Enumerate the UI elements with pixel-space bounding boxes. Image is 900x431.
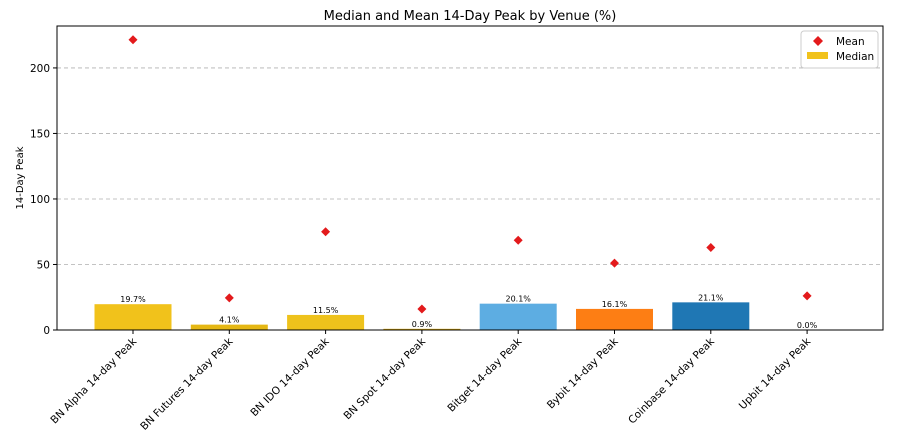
x-tick-label: Coinbase 14-day Peak	[626, 335, 717, 426]
y-tick-label: 150	[30, 128, 50, 140]
x-tick-label: Upbit 14-day Peak	[737, 335, 814, 412]
y-tick-label: 200	[30, 63, 50, 75]
median-bar	[576, 308, 653, 330]
bar-labels: 19.7% 4.1% 11.5% 0.9% 20.1% 16.1% 21.1% 0.0%	[120, 293, 817, 330]
mean-markers	[128, 35, 812, 314]
median-bar	[287, 314, 365, 330]
plot-frame	[56, 25, 884, 331]
x-tick-label: BN Spot 14-day Peak	[342, 335, 429, 422]
x-tick-label: BN IDO 14-day Peak	[248, 335, 332, 419]
mean-marker	[802, 291, 812, 301]
median-bar-label: 21.1%	[698, 293, 724, 302]
median-bar	[383, 328, 461, 330]
x-tick-label: Bitget 14-day Peak	[445, 335, 525, 415]
median-bar	[479, 303, 557, 330]
x-tick-label: BN Futures 14-day Peak	[138, 335, 236, 431]
mean-marker	[128, 35, 138, 45]
median-bar	[672, 302, 750, 330]
legend-mean-marker-icon	[813, 36, 823, 46]
mean-marker	[417, 304, 427, 314]
y-axis-label: 14-Day Peak	[15, 146, 26, 209]
y-tick-label: 50	[37, 259, 50, 271]
legend: Mean Median	[800, 30, 879, 69]
legend-mean-label: Mean	[836, 36, 865, 48]
median-bar-label: 0.0%	[797, 321, 818, 330]
median-bar-label: 0.9%	[412, 320, 433, 329]
mean-marker	[224, 293, 234, 303]
legend-median-label: Median	[836, 51, 874, 63]
y-tick-label: 100	[30, 194, 50, 206]
x-axis-ticks: BN Alpha 14-day Peak BN Futures 14-day Pe…	[48, 330, 814, 431]
median-bar-label: 4.1%	[219, 316, 240, 325]
mean-marker	[513, 235, 523, 245]
median-bar-label: 20.1%	[505, 295, 531, 304]
y-tick-label: 0	[43, 325, 50, 337]
median-bar-label: 19.7%	[120, 295, 146, 304]
x-tick-label: BN Alpha 14-day Peak	[48, 335, 139, 426]
bars	[94, 302, 750, 330]
grid	[57, 67, 883, 265]
legend-median-swatch	[807, 52, 828, 59]
mean-marker	[706, 242, 716, 252]
median-bar-label: 16.1%	[602, 300, 628, 309]
chart-title: Median and Mean 14-Day Peak by Venue (%)	[324, 9, 617, 24]
mean-marker	[610, 258, 619, 268]
median-bar-label: 11.5%	[313, 306, 339, 315]
median-bar	[190, 324, 268, 330]
median-bar	[94, 304, 172, 330]
y-axis-ticks: 0 50 100 150 200	[30, 63, 57, 337]
mean-marker	[321, 227, 331, 237]
x-tick-label: Bybit 14-day Peak	[545, 335, 621, 411]
